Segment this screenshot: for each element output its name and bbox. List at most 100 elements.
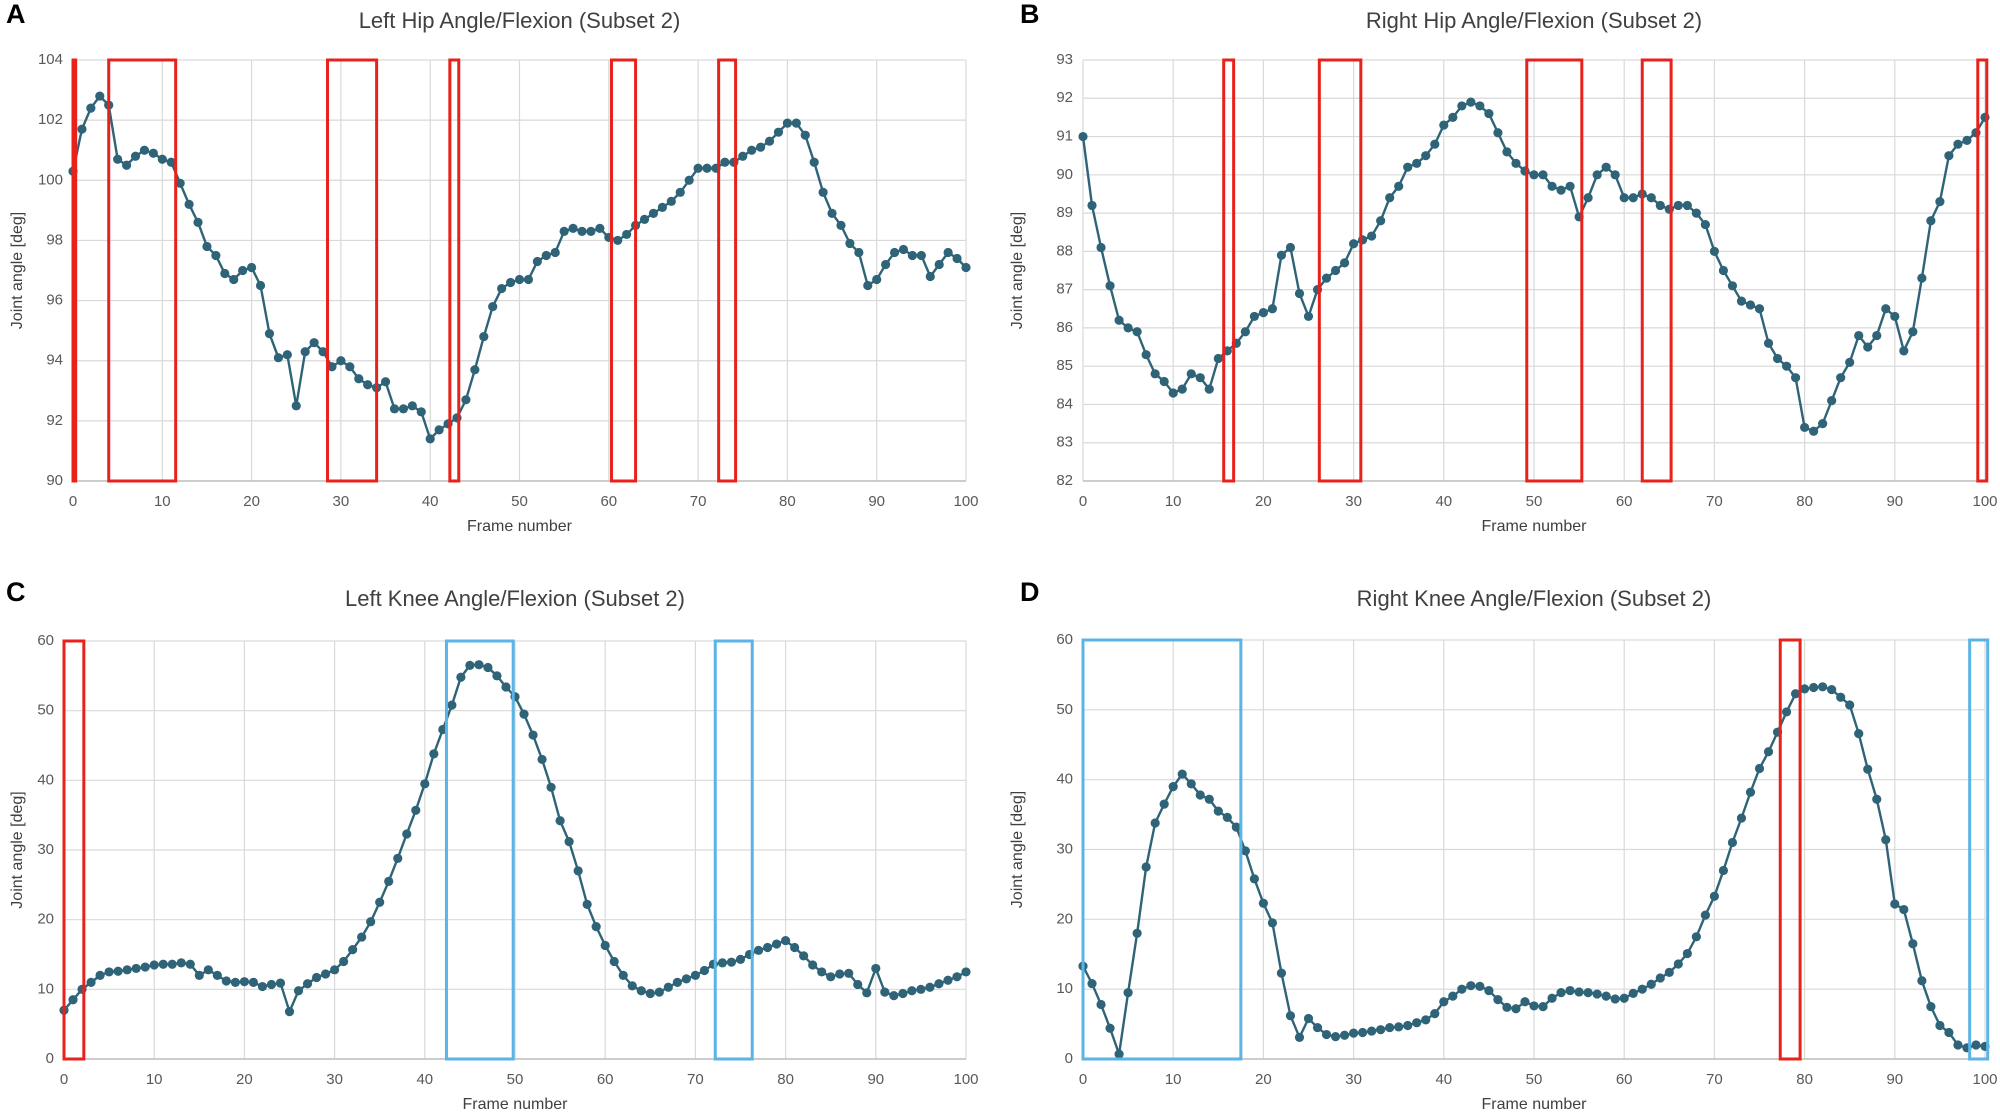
data-point bbox=[1601, 991, 1611, 1001]
data-point bbox=[1520, 997, 1530, 1007]
data-point bbox=[747, 145, 757, 155]
data-point bbox=[618, 970, 628, 981]
data-point bbox=[1448, 991, 1458, 1001]
x-tick-label: 20 bbox=[1255, 1071, 1272, 1088]
highlight-box bbox=[71, 58, 78, 483]
x-tick-label: 100 bbox=[953, 1071, 978, 1088]
y-tick-label: 40 bbox=[37, 771, 54, 788]
data-point bbox=[738, 151, 748, 161]
data-point bbox=[1475, 981, 1485, 991]
x-axis-title: Frame number bbox=[1482, 1096, 1588, 1113]
data-point bbox=[835, 969, 845, 979]
data-point bbox=[411, 805, 421, 815]
y-tick-label: 30 bbox=[37, 841, 54, 858]
data-point bbox=[1781, 707, 1792, 717]
data-point bbox=[1312, 1022, 1323, 1033]
data-point bbox=[166, 157, 176, 167]
data-point bbox=[1213, 353, 1223, 364]
data-point bbox=[1899, 904, 1909, 915]
data-point bbox=[1150, 369, 1160, 379]
data-point bbox=[212, 970, 222, 981]
data-point bbox=[1899, 346, 1909, 356]
x-tick-label: 30 bbox=[1345, 1071, 1362, 1088]
data-point bbox=[1213, 806, 1223, 816]
data-point bbox=[1276, 250, 1287, 260]
data-point bbox=[318, 347, 328, 357]
data-point bbox=[1565, 985, 1575, 996]
data-point bbox=[1421, 151, 1431, 161]
y-axis-title: Joint angle [deg] bbox=[1009, 212, 1026, 329]
data-point bbox=[1628, 988, 1638, 998]
data-point bbox=[1321, 273, 1332, 283]
data-point bbox=[1186, 369, 1196, 379]
x-tick-label: 10 bbox=[154, 493, 171, 510]
data-point bbox=[699, 965, 710, 976]
data-point bbox=[663, 982, 673, 992]
data-point bbox=[291, 401, 301, 411]
x-tick-label: 60 bbox=[1616, 493, 1633, 510]
x-tick-label: 80 bbox=[777, 1071, 794, 1088]
data-point bbox=[1935, 197, 1945, 207]
x-tick-label: 40 bbox=[1435, 1071, 1452, 1088]
data-point bbox=[470, 365, 480, 375]
data-point bbox=[1412, 1018, 1422, 1028]
data-point bbox=[1872, 330, 1882, 341]
data-point bbox=[327, 362, 337, 372]
data-point bbox=[77, 124, 87, 134]
data-point bbox=[1926, 1002, 1936, 1012]
x-tick-label: 40 bbox=[416, 1071, 433, 1088]
data-point bbox=[1881, 835, 1891, 845]
x-tick-label: 70 bbox=[690, 493, 707, 510]
x-tick-label: 20 bbox=[1255, 493, 1272, 510]
y-tick-label: 84 bbox=[1056, 395, 1073, 412]
data-point bbox=[221, 976, 231, 986]
data-point bbox=[826, 972, 836, 982]
data-point bbox=[492, 671, 502, 681]
data-point bbox=[907, 250, 918, 261]
data-point bbox=[184, 199, 194, 209]
y-tick-label: 94 bbox=[46, 352, 63, 369]
data-point bbox=[1935, 1020, 1945, 1031]
data-point bbox=[1610, 170, 1620, 180]
data-point bbox=[257, 981, 268, 992]
highlight-box bbox=[1525, 58, 1584, 483]
highlight-box bbox=[1640, 58, 1673, 483]
data-point bbox=[357, 932, 367, 942]
panel-label: C bbox=[6, 577, 26, 607]
y-tick-label: 50 bbox=[1056, 701, 1073, 718]
data-point bbox=[1240, 846, 1250, 856]
data-point bbox=[1836, 373, 1846, 383]
data-point bbox=[1944, 151, 1954, 161]
data-point bbox=[934, 259, 944, 270]
data-point bbox=[1538, 1002, 1548, 1012]
highlight-box bbox=[1778, 638, 1802, 1061]
data-point bbox=[1177, 769, 1187, 779]
x-tick-label: 100 bbox=[953, 493, 978, 510]
data-point bbox=[384, 876, 394, 886]
highlight-box bbox=[107, 58, 178, 483]
data-point bbox=[845, 238, 855, 249]
x-tick-label: 50 bbox=[507, 1071, 524, 1088]
data-point bbox=[416, 407, 426, 417]
y-tick-label: 20 bbox=[37, 911, 54, 928]
data-point bbox=[1321, 1029, 1332, 1040]
data-point bbox=[541, 250, 551, 261]
data-point bbox=[1276, 968, 1287, 978]
y-tick-label: 88 bbox=[1056, 242, 1073, 259]
panel-label: A bbox=[6, 0, 26, 29]
y-tick-label: 10 bbox=[37, 980, 54, 997]
data-point bbox=[854, 247, 864, 258]
data-point bbox=[1637, 984, 1647, 994]
data-point bbox=[1818, 682, 1828, 692]
data-point bbox=[595, 223, 605, 233]
data-point bbox=[1502, 1002, 1512, 1012]
data-point bbox=[925, 271, 935, 282]
data-point bbox=[771, 939, 782, 949]
data-point bbox=[1592, 170, 1602, 180]
data-point bbox=[1953, 1040, 1963, 1050]
data-point bbox=[916, 250, 926, 261]
y-tick-label: 87 bbox=[1056, 281, 1073, 298]
data-point bbox=[1890, 899, 1900, 909]
data-point bbox=[1529, 170, 1539, 180]
